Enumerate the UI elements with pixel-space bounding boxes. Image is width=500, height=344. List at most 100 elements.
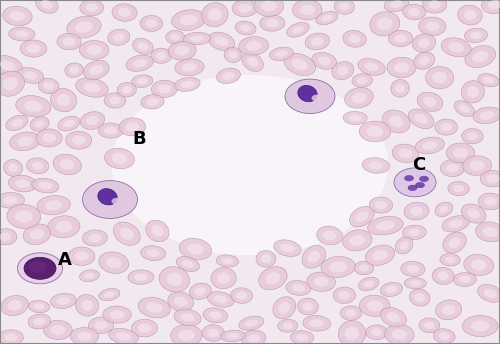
- Ellipse shape: [442, 304, 456, 315]
- Ellipse shape: [432, 267, 454, 284]
- Ellipse shape: [109, 96, 120, 105]
- Ellipse shape: [370, 12, 400, 36]
- Ellipse shape: [228, 51, 237, 59]
- Ellipse shape: [208, 32, 234, 50]
- Ellipse shape: [76, 78, 108, 97]
- Ellipse shape: [44, 320, 72, 340]
- Ellipse shape: [462, 156, 492, 175]
- Ellipse shape: [287, 22, 309, 37]
- Ellipse shape: [340, 306, 362, 320]
- Ellipse shape: [292, 0, 322, 20]
- Ellipse shape: [224, 47, 242, 63]
- Ellipse shape: [132, 319, 158, 337]
- Ellipse shape: [395, 84, 405, 93]
- Ellipse shape: [400, 241, 408, 250]
- Ellipse shape: [410, 206, 423, 216]
- Ellipse shape: [216, 68, 240, 84]
- Ellipse shape: [112, 198, 122, 205]
- Ellipse shape: [435, 119, 458, 135]
- Ellipse shape: [401, 261, 425, 277]
- Ellipse shape: [34, 120, 44, 128]
- Ellipse shape: [17, 137, 33, 146]
- Ellipse shape: [484, 289, 496, 298]
- Ellipse shape: [84, 273, 94, 279]
- Ellipse shape: [418, 17, 446, 35]
- Ellipse shape: [140, 15, 162, 31]
- Ellipse shape: [448, 219, 463, 228]
- Ellipse shape: [266, 272, 280, 284]
- Ellipse shape: [116, 332, 132, 341]
- Ellipse shape: [117, 83, 136, 97]
- Ellipse shape: [337, 66, 348, 75]
- Ellipse shape: [236, 291, 248, 300]
- Ellipse shape: [38, 182, 52, 190]
- Ellipse shape: [410, 289, 430, 306]
- Circle shape: [285, 79, 335, 114]
- Ellipse shape: [432, 72, 447, 84]
- Ellipse shape: [412, 34, 436, 52]
- Ellipse shape: [440, 123, 452, 131]
- Ellipse shape: [398, 149, 412, 158]
- Ellipse shape: [140, 246, 166, 260]
- Ellipse shape: [32, 178, 59, 193]
- Ellipse shape: [321, 14, 332, 22]
- Ellipse shape: [312, 52, 336, 69]
- Ellipse shape: [382, 110, 410, 133]
- Ellipse shape: [190, 283, 212, 299]
- Ellipse shape: [180, 81, 194, 88]
- Ellipse shape: [358, 277, 379, 291]
- Ellipse shape: [402, 225, 426, 240]
- Ellipse shape: [242, 53, 264, 72]
- Ellipse shape: [360, 295, 390, 316]
- Ellipse shape: [453, 185, 464, 192]
- Ellipse shape: [377, 18, 392, 30]
- Circle shape: [24, 257, 56, 279]
- Ellipse shape: [442, 38, 471, 57]
- Ellipse shape: [345, 327, 359, 341]
- Ellipse shape: [311, 37, 324, 46]
- Ellipse shape: [180, 238, 212, 260]
- Ellipse shape: [419, 318, 440, 333]
- Ellipse shape: [0, 55, 23, 76]
- Ellipse shape: [36, 0, 58, 13]
- Ellipse shape: [352, 74, 372, 87]
- Ellipse shape: [214, 36, 228, 46]
- Ellipse shape: [24, 224, 51, 245]
- Ellipse shape: [395, 237, 413, 254]
- Ellipse shape: [104, 127, 118, 135]
- Ellipse shape: [114, 222, 140, 245]
- Ellipse shape: [211, 268, 236, 289]
- Ellipse shape: [359, 265, 369, 272]
- Ellipse shape: [74, 251, 88, 261]
- Ellipse shape: [221, 330, 245, 342]
- Ellipse shape: [0, 330, 24, 344]
- Ellipse shape: [2, 6, 32, 26]
- Ellipse shape: [80, 41, 109, 60]
- Ellipse shape: [222, 72, 234, 80]
- Ellipse shape: [80, 0, 104, 16]
- Ellipse shape: [119, 118, 146, 136]
- Ellipse shape: [480, 171, 500, 187]
- Ellipse shape: [275, 50, 288, 57]
- Ellipse shape: [443, 232, 466, 253]
- Ellipse shape: [152, 225, 164, 237]
- Ellipse shape: [235, 21, 256, 35]
- Ellipse shape: [170, 34, 180, 41]
- Ellipse shape: [242, 330, 266, 344]
- Ellipse shape: [422, 0, 447, 13]
- Ellipse shape: [113, 33, 124, 42]
- Ellipse shape: [17, 68, 44, 83]
- Ellipse shape: [464, 255, 494, 276]
- Ellipse shape: [343, 30, 366, 47]
- Ellipse shape: [168, 292, 194, 311]
- Ellipse shape: [408, 109, 434, 129]
- Ellipse shape: [380, 282, 402, 297]
- Ellipse shape: [459, 105, 469, 113]
- Ellipse shape: [292, 284, 305, 292]
- Ellipse shape: [323, 230, 336, 240]
- Ellipse shape: [440, 254, 460, 266]
- Ellipse shape: [202, 3, 228, 27]
- Ellipse shape: [333, 287, 355, 303]
- Ellipse shape: [246, 41, 262, 51]
- Ellipse shape: [20, 40, 46, 57]
